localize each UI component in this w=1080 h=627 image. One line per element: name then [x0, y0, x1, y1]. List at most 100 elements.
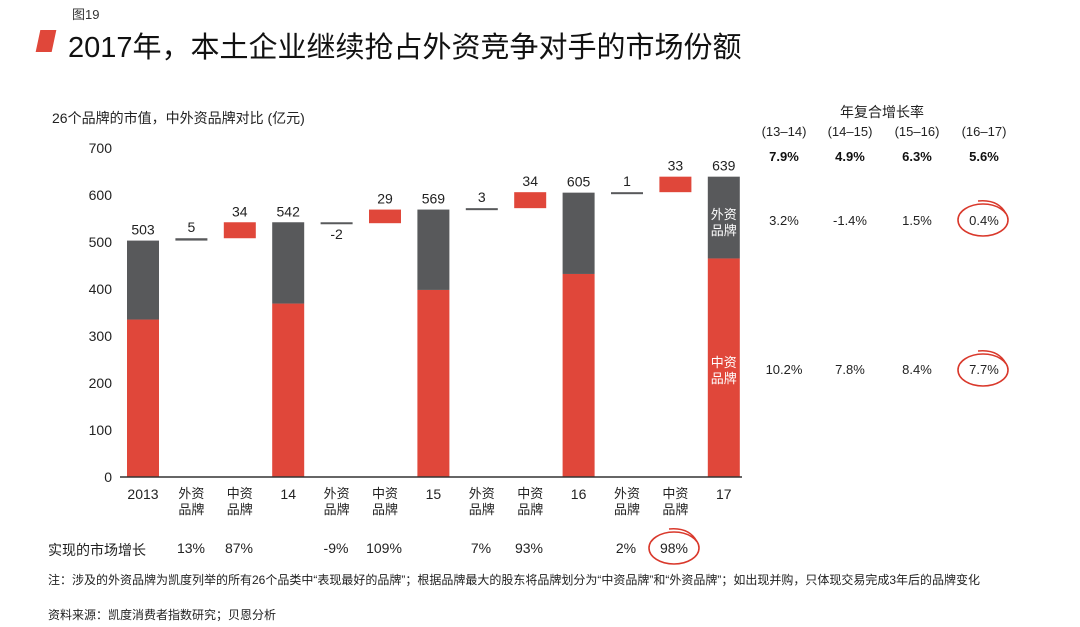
cagr-domestic-1: 10.2%	[765, 362, 803, 377]
growth-value: -9%	[323, 540, 349, 556]
cagr-foreign-1: 3.2%	[769, 213, 799, 228]
delta-label: 34	[522, 173, 538, 189]
cagr-total-2: 4.9%	[835, 149, 865, 164]
legend-domestic: 品牌	[711, 371, 737, 386]
delta-bar-domestic	[514, 192, 547, 209]
growth-row-label: 实现的市场增长	[48, 542, 146, 558]
growth-value: 87%	[224, 540, 254, 556]
x-tick-label: 外资	[324, 486, 350, 501]
x-tick-label: 品牌	[372, 502, 398, 517]
growth-value: 13%	[176, 540, 206, 556]
growth-value: 2%	[615, 540, 637, 556]
bar-foreign	[417, 209, 450, 290]
source-note: 资料来源：凯度消费者指数研究；贝恩分析	[48, 608, 277, 622]
delta-bar-foreign	[320, 222, 353, 225]
delta-bar-domestic	[223, 222, 256, 239]
cagr-domestic-2: 7.8%	[835, 362, 865, 377]
bar-domestic	[562, 273, 595, 477]
bar-total-label: 569	[422, 191, 446, 207]
x-tick-label: 外资	[178, 486, 204, 501]
delta-label: 34	[232, 203, 248, 219]
cagr-domestic-3: 8.4%	[902, 362, 932, 377]
x-tick-label: 2013	[127, 486, 158, 502]
delta-bar-domestic	[369, 209, 401, 224]
y-tick-label: 200	[89, 375, 113, 391]
bar-total-label: 639	[712, 158, 736, 174]
x-tick-label: 中资	[517, 486, 543, 501]
bar-total-label: 605	[567, 174, 591, 190]
delta-label: 5	[188, 219, 196, 235]
delta-bar-foreign	[611, 192, 643, 195]
x-tick-label: 中资	[227, 486, 253, 501]
cagr-foreign-3: 1.5%	[902, 213, 932, 228]
y-tick-label: 400	[89, 281, 113, 297]
x-tick-label: 品牌	[517, 502, 543, 517]
highlight-circle-stroke	[977, 350, 1007, 364]
x-tick-label: 中资	[662, 486, 688, 501]
cagr-period-2: (14–15)	[827, 124, 873, 139]
x-tick-label: 16	[571, 486, 587, 502]
x-tick-label: 品牌	[614, 502, 640, 517]
highlight-circle	[957, 353, 1009, 387]
delta-label: 3	[478, 189, 486, 205]
x-tick-label: 15	[426, 486, 442, 502]
bar-domestic	[127, 319, 159, 477]
y-axis-label: 26个品牌的市值，中外资品牌对比 (亿元)	[52, 110, 305, 126]
cagr-total-1: 7.9%	[769, 149, 799, 164]
bar-total-label: 503	[131, 222, 155, 238]
growth-value: 109%	[366, 540, 402, 556]
bar-foreign	[707, 176, 740, 259]
growth-value: 93%	[514, 540, 544, 556]
y-tick-label: 500	[89, 234, 113, 250]
delta-bar-foreign	[465, 208, 498, 211]
bar-foreign	[562, 192, 595, 274]
delta-label: -2	[330, 226, 343, 242]
delta-bar-foreign	[175, 238, 208, 241]
legend-domestic: 中资	[711, 355, 737, 370]
growth-value: 7%	[470, 540, 492, 556]
x-tick-label: 品牌	[324, 502, 350, 517]
chart-title: 2017年，本土企业继续抢占外资竞争对手的市场份额	[68, 32, 742, 64]
highlight-circle	[957, 203, 1009, 237]
cagr-period-3: (15–16)	[894, 124, 940, 139]
footnote: 注：涉及的外资品牌为凯度列举的所有26个品类中“表现最好的品牌”；根据品牌最大的…	[48, 573, 981, 587]
growth-value: 98%	[659, 540, 689, 556]
x-tick-label: 品牌	[178, 502, 204, 517]
bar-domestic	[417, 289, 450, 477]
bar-total-label: 542	[277, 203, 301, 219]
y-tick-label: 0	[104, 469, 112, 485]
bar-domestic	[272, 303, 305, 477]
cagr-foreign-2: -1.4%	[833, 213, 867, 228]
delta-label: 29	[377, 191, 393, 207]
cagr-period-4: (16–17)	[961, 124, 1007, 139]
x-tick-label: 品牌	[227, 502, 253, 517]
cagr-domestic-4: 7.7%	[969, 362, 999, 377]
bar-domestic	[707, 258, 740, 477]
x-tick-label: 外资	[614, 486, 640, 501]
delta-bar-domestic	[659, 176, 692, 193]
y-tick-label: 600	[89, 187, 113, 203]
cagr-total-4: 5.6%	[969, 149, 999, 164]
x-tick-label: 中资	[372, 486, 398, 501]
highlight-circle-stroke	[668, 528, 698, 542]
legend-foreign: 品牌	[711, 223, 737, 238]
delta-label: 33	[668, 158, 684, 174]
y-tick-label: 300	[89, 328, 113, 344]
x-tick-label: 品牌	[662, 502, 688, 517]
y-tick-label: 700	[89, 140, 113, 156]
figure-number: 图19	[72, 7, 100, 22]
highlight-circle	[648, 531, 700, 565]
x-tick-label: 17	[716, 486, 732, 502]
cagr-foreign-4: 0.4%	[969, 213, 999, 228]
x-tick-label: 品牌	[469, 502, 495, 517]
bar-foreign	[272, 222, 305, 304]
bar-foreign	[127, 240, 159, 320]
cagr-total-3: 6.3%	[902, 149, 932, 164]
x-tick-label: 外资	[469, 486, 495, 501]
y-tick-label: 100	[89, 422, 113, 438]
cagr-title: 年复合增长率	[840, 104, 924, 120]
legend-foreign: 外资	[711, 207, 737, 222]
x-tick-label: 14	[280, 486, 296, 502]
highlight-circle-stroke	[977, 200, 1007, 214]
